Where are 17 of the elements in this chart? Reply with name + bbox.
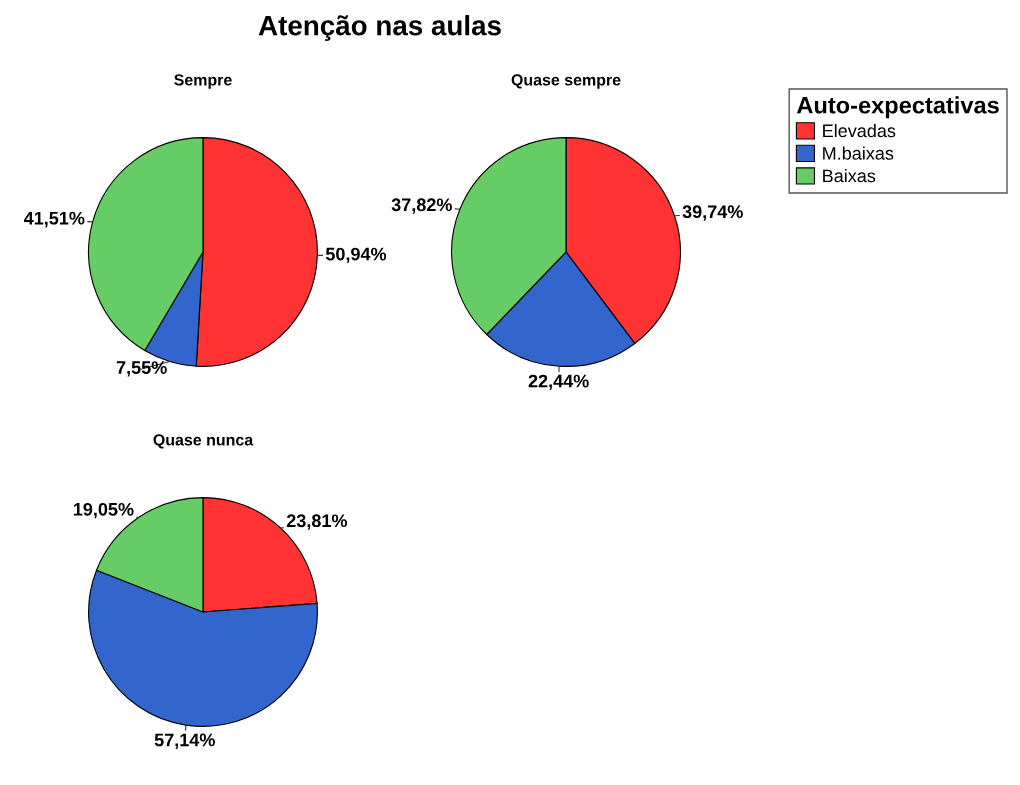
data-label: 37,82%: [391, 198, 452, 214]
data-label: 50,94%: [325, 247, 387, 264]
data-label: 19,05%: [73, 502, 134, 519]
data-label: 23,81%: [286, 514, 348, 530]
data-label: 22,44%: [528, 374, 589, 391]
data-label: 39,74%: [682, 205, 743, 221]
legend-title: Auto-expectativas: [796, 96, 999, 119]
data-label: 57,14%: [154, 733, 215, 749]
legend-label: Elevadas: [823, 123, 896, 138]
legend-label: Baixas: [823, 169, 876, 183]
data-label: 7,55%: [116, 361, 167, 377]
text: Atenção nas aulas: [258, 15, 501, 41]
chart-title: Quase nunca: [153, 434, 254, 449]
legend-label: M.baixas: [823, 146, 894, 160]
chart-title: Sempre: [174, 74, 232, 89]
chart-title: Quase sempre: [511, 74, 621, 89]
data-label: 41,51%: [23, 211, 85, 228]
